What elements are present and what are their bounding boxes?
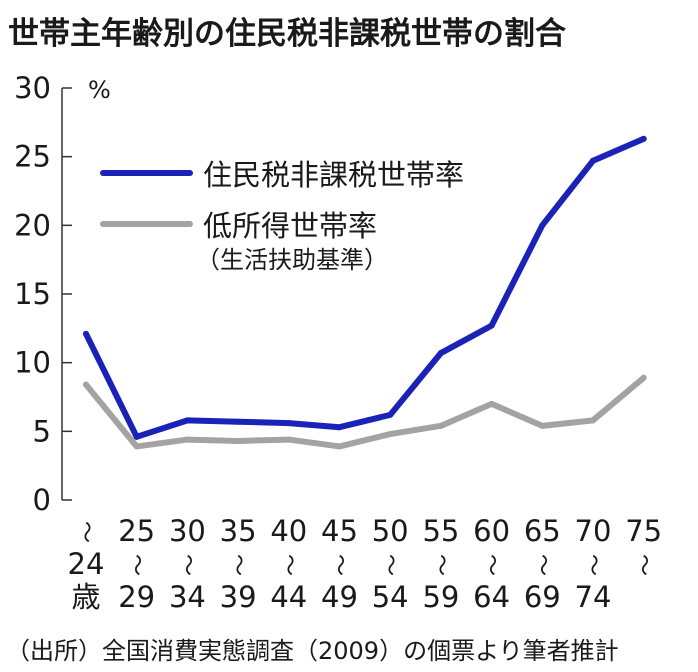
y-tick-label: 15 — [14, 277, 51, 311]
data-point-nonresident-tax — [83, 330, 89, 337]
data-point-low-income — [640, 374, 647, 381]
data-point-low-income — [285, 436, 292, 443]
x-tick-range-mark: 〜 — [327, 554, 352, 576]
x-tick-label: 59 — [422, 580, 459, 614]
x-tick-label: 55 — [422, 514, 459, 548]
x-tick-range-mark: 〜 — [276, 554, 301, 576]
x-tick-label: 50 — [372, 514, 409, 548]
x-tick-label: 64 — [473, 580, 510, 614]
x-tick-label: 70 — [575, 514, 612, 548]
data-point-nonresident-tax — [437, 350, 444, 357]
x-axis: 〜 24歳 25 〜 29 30 〜 34 35 〜 39 40 〜 44 45 〜 49 50 〜 54 55 〜 59 6… — [68, 514, 663, 614]
data-point-nonresident-tax — [590, 157, 596, 164]
data-point-nonresident-tax — [133, 433, 140, 440]
legend-label-low-income: 低所得世帯率 — [203, 209, 377, 243]
y-tick-label: 30 — [14, 71, 51, 105]
chart-source: （出所）全国消費実態調査（2009）の個票より筆者推計 — [6, 637, 619, 665]
x-tick-label: 34 — [169, 580, 206, 614]
data-point-nonresident-tax — [640, 135, 647, 142]
x-tick-label: 25 — [118, 514, 155, 548]
data-point-low-income — [184, 436, 191, 443]
y-tick-label: 25 — [14, 140, 51, 174]
data-point-low-income — [83, 381, 89, 388]
data-point-low-income — [133, 443, 140, 450]
data-point-nonresident-tax — [387, 411, 394, 418]
x-tick-label: 35 — [220, 514, 257, 548]
y-unit-label: % — [88, 76, 111, 104]
x-tick-label: 49 — [321, 580, 358, 614]
x-tick-label: 54 — [372, 580, 409, 614]
x-tick-label: 30 — [169, 514, 206, 548]
data-point-nonresident-tax — [285, 420, 292, 427]
x-tick-range-mark: 〜 — [73, 521, 98, 543]
series-line-nonresident-tax — [83, 135, 647, 440]
x-tick-label: 24 — [68, 547, 105, 581]
x-tick-range-mark: 〜 — [124, 554, 149, 576]
data-point-low-income — [539, 422, 546, 429]
data-point-nonresident-tax — [488, 322, 495, 329]
data-point-low-income — [437, 422, 444, 429]
chart-title: 世帯主年齢別の住民税非課税世帯の割合 — [8, 16, 566, 52]
x-tick-label: 74 — [575, 580, 612, 614]
data-point-nonresident-tax — [539, 222, 546, 229]
y-tick-label: 10 — [14, 346, 51, 380]
x-tick-label: 69 — [524, 580, 561, 614]
data-point-low-income — [387, 431, 394, 438]
x-tick-label: 65 — [524, 514, 561, 548]
x-tick-range-mark: 〜 — [529, 554, 554, 576]
x-tick-range-mark: 〜 — [631, 554, 656, 576]
data-point-nonresident-tax — [336, 424, 343, 431]
data-point-low-income — [336, 443, 343, 450]
x-tick-label: 40 — [270, 514, 307, 548]
legend-label-nonresident-tax: 住民税非課税世帯率 — [203, 158, 464, 192]
data-point-low-income — [488, 400, 495, 407]
data-point-low-income — [590, 417, 596, 424]
legend: 住民税非課税世帯率 低所得世帯率 （生活扶助基準） — [100, 158, 464, 274]
legend-sublabel-low-income: （生活扶助基準） — [196, 246, 388, 274]
data-point-nonresident-tax — [184, 417, 191, 424]
x-tick-range-mark: 〜 — [377, 554, 402, 576]
x-tick-label: 歳 — [71, 580, 100, 614]
y-tick-label: 0 — [33, 483, 51, 517]
x-tick-label: 39 — [220, 580, 257, 614]
x-tick-range-mark: 〜 — [174, 554, 199, 576]
y-tick-label: 5 — [33, 414, 51, 448]
x-tick-label: 75 — [625, 514, 662, 548]
y-axis: 0 5 10 15 20 25 30% — [14, 71, 111, 517]
series-line-low-income — [83, 374, 647, 450]
data-point-low-income — [235, 437, 242, 444]
y-tick-label: 20 — [14, 208, 51, 242]
x-tick-range-mark: 〜 — [428, 554, 453, 576]
x-tick-range-mark: 〜 — [479, 554, 504, 576]
x-tick-range-mark: 〜 — [580, 554, 605, 576]
series-layer — [83, 135, 647, 450]
x-tick-label: 29 — [118, 580, 155, 614]
x-tick-label: 44 — [270, 580, 307, 614]
x-tick-range-mark: 〜 — [225, 554, 250, 576]
x-tick-label: 60 — [473, 514, 510, 548]
data-point-nonresident-tax — [235, 418, 242, 425]
x-tick-label: 45 — [321, 514, 358, 548]
